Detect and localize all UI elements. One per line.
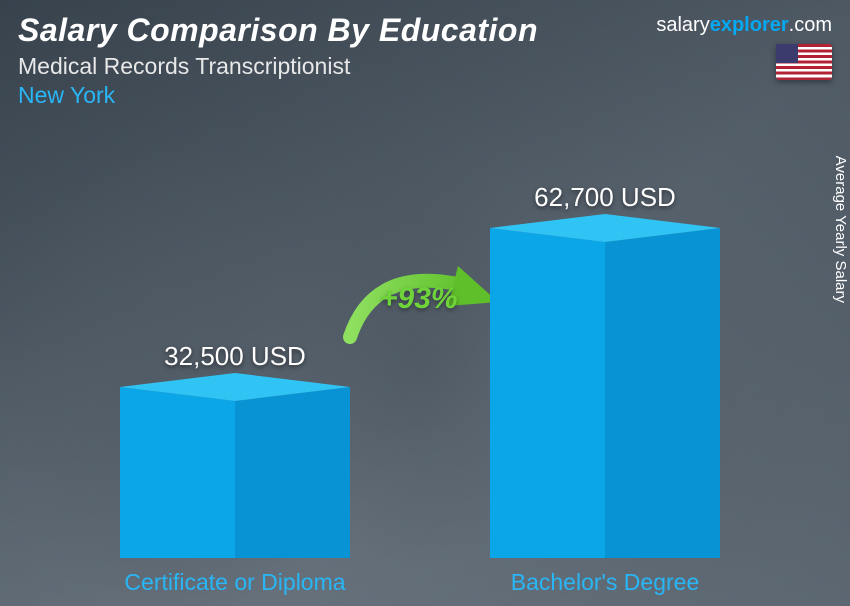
bar-front-face <box>490 228 720 558</box>
bar-category-label: Bachelor's Degree <box>465 569 745 596</box>
percent-increase-badge: +93% <box>380 282 458 316</box>
job-subtitle: Medical Records Transcriptionist <box>18 53 832 80</box>
brand-text-plain: salary <box>656 14 709 36</box>
brand-text-bold: explorer <box>710 14 789 36</box>
bar-value-label: 62,700 USD <box>490 182 720 213</box>
bar-category-label: Certificate or Diploma <box>95 569 375 596</box>
bar: 62,700 USD <box>490 228 720 558</box>
bar-value-label: 32,500 USD <box>120 341 350 372</box>
brand-logo: salaryexplorer.com <box>656 14 832 37</box>
bar: 32,500 USD <box>120 387 350 558</box>
bar-front-face <box>120 387 350 558</box>
chart-area: +93% 32,500 USD 62,700 USD Certificate or… <box>0 136 850 606</box>
brand-suffix: .com <box>789 14 832 36</box>
location-label: New York <box>18 82 832 109</box>
us-flag-icon <box>776 44 832 80</box>
